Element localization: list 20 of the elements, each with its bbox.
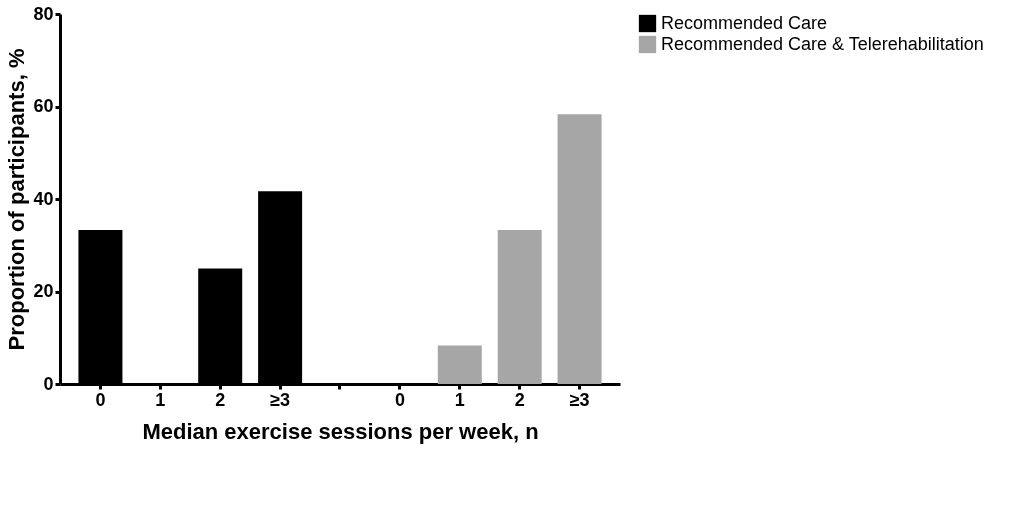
- y-tick-label: 80: [33, 3, 54, 24]
- y-tick-label: 0: [43, 373, 54, 394]
- x-tick-label: ≥3: [270, 389, 291, 410]
- x-tick-label: 1: [155, 389, 166, 410]
- x-tick-label: 1: [454, 389, 465, 410]
- x-axis-title: Median exercise sessions per week, n: [142, 418, 539, 444]
- x-tick-label: 2: [514, 389, 525, 410]
- x-tick-label: ≥3: [569, 389, 590, 410]
- y-tick-label: 20: [33, 281, 54, 301]
- x-tick-label: 0: [394, 389, 405, 410]
- y-axis-title: Proportion of participants, %: [4, 48, 30, 351]
- bar: [437, 345, 482, 384]
- bar: [497, 229, 542, 384]
- legend-label: Recommended Care: [661, 12, 828, 33]
- y-tick-label: 40: [33, 188, 54, 209]
- x-tick-label: 0: [95, 389, 106, 410]
- x-tick-label: 2: [215, 389, 226, 410]
- legend-label: Recommended Care & Telerehabilitation: [661, 33, 984, 54]
- y-tick-label: 60: [33, 96, 54, 116]
- bar: [557, 114, 602, 384]
